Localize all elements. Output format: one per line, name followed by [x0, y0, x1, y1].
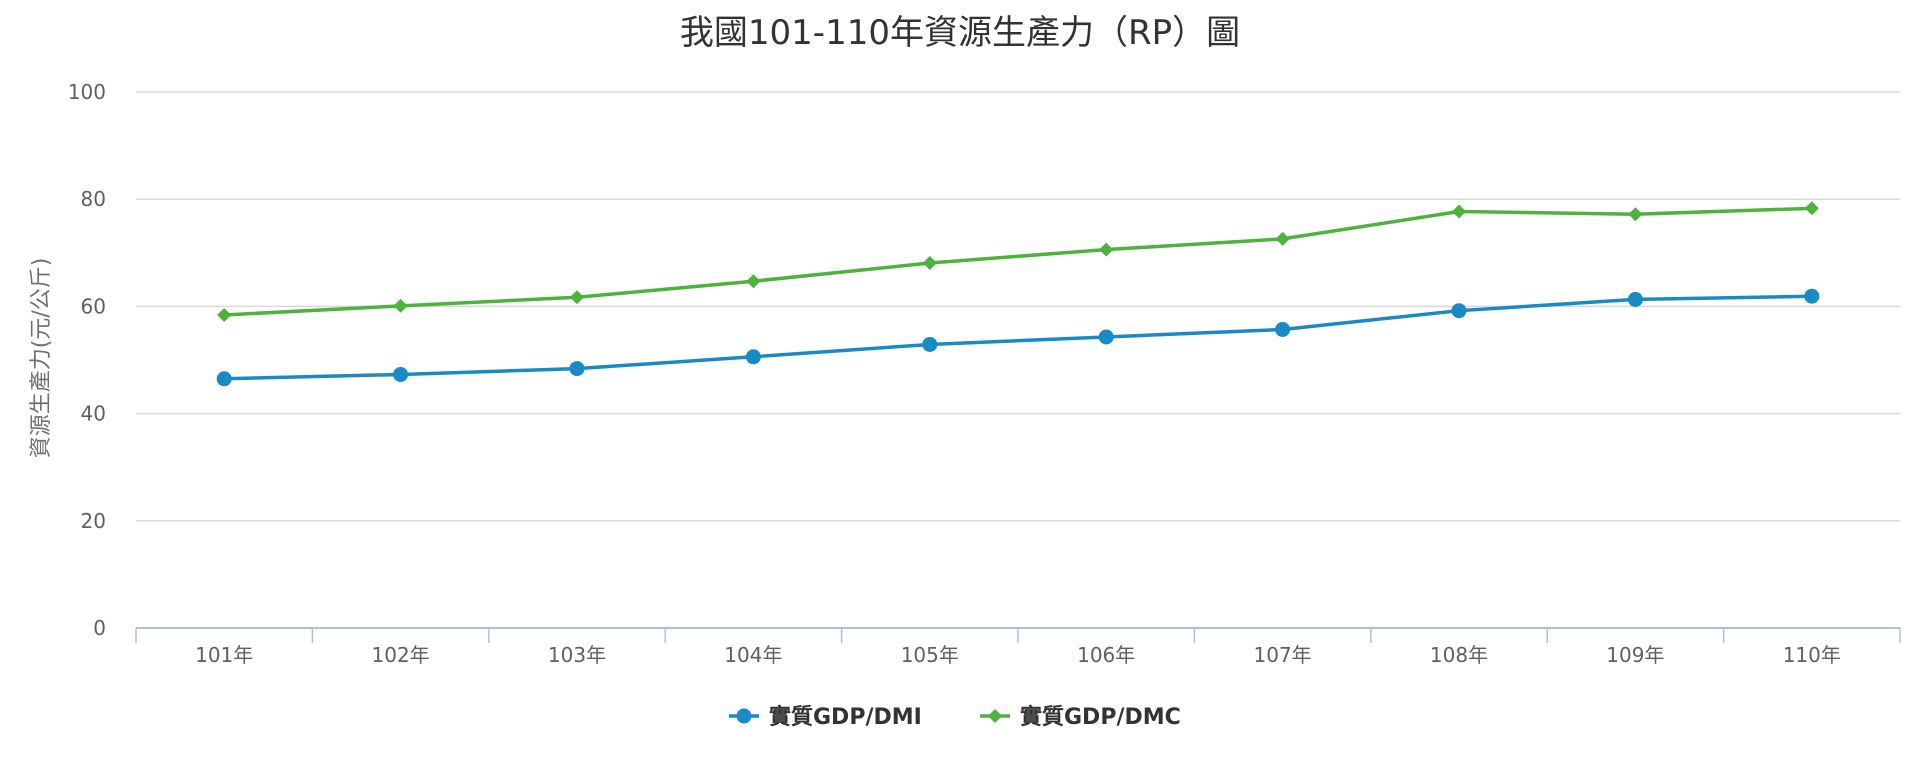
legend-label: 實質GDP/DMC: [1020, 704, 1181, 730]
x-tick-label: 101年: [195, 643, 253, 667]
y-tick-label: 60: [81, 294, 106, 318]
data-point[interactable]: [1451, 303, 1467, 319]
data-point[interactable]: [1099, 242, 1114, 257]
x-axis-ticks: 101年 102年 103年 104年 105年 106年 107年 108年 109年 110年: [195, 643, 1841, 667]
y-axis-ticks: 0 20 40 60 80 100: [68, 80, 106, 640]
legend-label: 實質GDP/DMI: [769, 704, 922, 730]
chart-title: 我國101-110年資源生產力（RP）圖: [680, 13, 1240, 53]
y-tick-label: 80: [81, 187, 106, 211]
data-point[interactable]: [569, 361, 585, 377]
x-axis: [135, 627, 1901, 643]
data-point[interactable]: [1628, 207, 1643, 222]
x-tick-label: 108年: [1430, 643, 1488, 667]
data-point[interactable]: [746, 274, 761, 289]
legend-item[interactable]: 實質GDP/DMI: [729, 704, 922, 730]
data-point[interactable]: [217, 307, 232, 322]
series-2: [217, 201, 1819, 322]
plot-area: [216, 201, 1820, 387]
data-point[interactable]: [216, 371, 232, 387]
gridlines: [136, 91, 1900, 522]
data-point[interactable]: [393, 366, 409, 382]
data-point[interactable]: [1627, 291, 1643, 307]
x-tick-label: 110年: [1783, 643, 1841, 667]
x-tick-label: 105年: [901, 643, 959, 667]
x-tick-label: 106年: [1077, 643, 1135, 667]
data-point[interactable]: [1098, 329, 1114, 345]
y-axis-title: 資源生產力(元/公斤): [29, 258, 54, 459]
data-point[interactable]: [570, 290, 584, 305]
series-1: [216, 288, 1820, 387]
x-tick-label: 104年: [724, 643, 782, 667]
data-point[interactable]: [745, 349, 761, 365]
series-line: [222, 206, 1814, 317]
x-tick-label: 103年: [548, 643, 606, 667]
data-point[interactable]: [1275, 231, 1290, 246]
legend[interactable]: 實質GDP/DMI 實質GDP/DMC: [729, 704, 1181, 730]
legend-marker: [736, 708, 752, 724]
legend-item[interactable]: 實質GDP/DMC: [980, 704, 1181, 730]
series-line: [222, 294, 1814, 381]
y-tick-label: 0: [93, 616, 106, 640]
y-tick-label: 20: [81, 509, 106, 533]
data-point[interactable]: [1804, 288, 1820, 304]
data-point[interactable]: [393, 298, 408, 313]
x-tick-label: 107年: [1254, 643, 1312, 667]
y-tick-label: 40: [81, 402, 106, 426]
x-tick-label: 109年: [1606, 643, 1664, 667]
data-point[interactable]: [922, 255, 937, 270]
legend-marker: [988, 709, 1002, 723]
data-point[interactable]: [1275, 321, 1291, 337]
x-tick-label: 102年: [372, 643, 430, 667]
y-tick-label: 100: [68, 80, 106, 104]
data-point[interactable]: [1452, 204, 1466, 219]
data-point[interactable]: [922, 336, 938, 352]
data-point[interactable]: [1804, 201, 1819, 216]
